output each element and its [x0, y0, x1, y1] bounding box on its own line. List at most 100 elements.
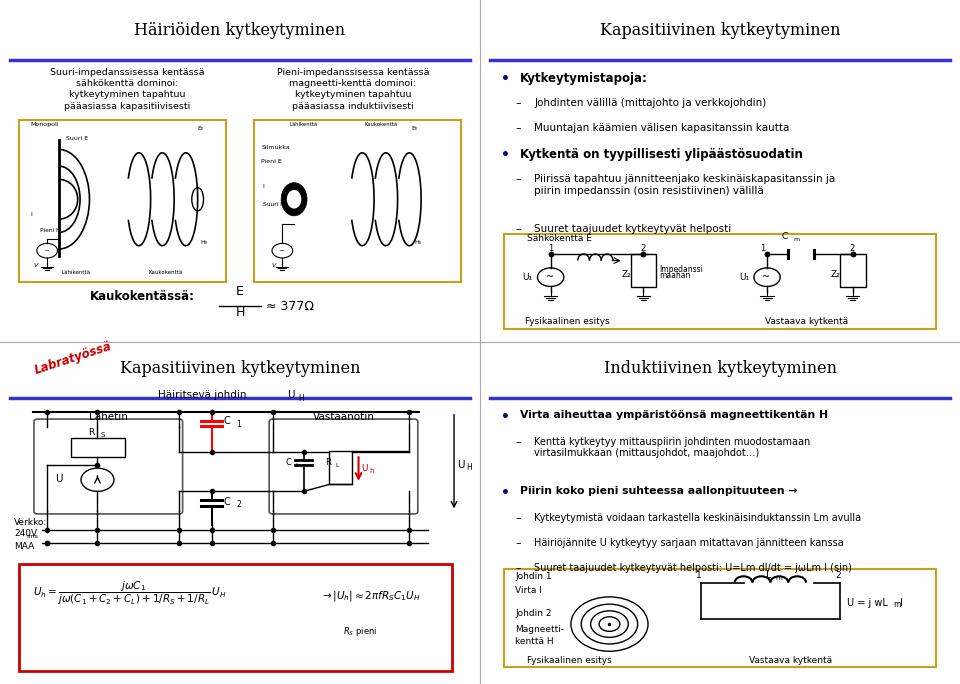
Text: Häiriöiden kytkeytyminen: Häiriöiden kytkeytyminen [134, 22, 346, 39]
Text: R: R [325, 458, 331, 467]
Text: 2: 2 [835, 571, 841, 580]
Text: Kapasitiivinen kytkeytyminen: Kapasitiivinen kytkeytyminen [600, 22, 840, 39]
Text: Fysikaalinen esitys: Fysikaalinen esitys [527, 656, 612, 666]
Text: S: S [100, 432, 105, 438]
Text: Monopoli: Monopoli [31, 122, 60, 127]
Text: L: L [295, 463, 299, 468]
Text: 2: 2 [236, 500, 241, 509]
Text: m: m [894, 601, 900, 609]
FancyBboxPatch shape [504, 569, 936, 667]
Text: Lähikenttä: Lähikenttä [289, 122, 318, 127]
Text: ~: ~ [762, 272, 771, 282]
Text: Magneetti-: Magneetti- [516, 625, 564, 634]
Text: Pieni E: Pieni E [261, 159, 282, 163]
Text: Vastaava kytkentä: Vastaava kytkentä [765, 317, 849, 326]
Text: Suuret taajuudet kytkeytyvät helposti: Suuret taajuudet kytkeytyvät helposti [534, 224, 732, 234]
Text: H₀: H₀ [414, 240, 421, 245]
Text: ~: ~ [278, 248, 284, 254]
Text: ~: ~ [43, 248, 49, 254]
Text: ~: ~ [546, 272, 554, 282]
Text: L: L [335, 463, 339, 468]
Text: E₀: E₀ [198, 126, 204, 131]
Text: –: – [516, 436, 521, 447]
Text: U: U [361, 464, 368, 473]
Ellipse shape [281, 183, 307, 216]
Text: Lähikenttä: Lähikenttä [61, 270, 90, 275]
Text: Silmukka: Silmukka [261, 146, 290, 150]
Text: Kytkentä on tyypillisesti ylipäästösuodatin: Kytkentä on tyypillisesti ylipäästösuoda… [520, 148, 803, 161]
Text: Kaukokenttä: Kaukokenttä [365, 122, 397, 127]
Text: U₁: U₁ [739, 272, 749, 282]
Text: $R_S$ pieni: $R_S$ pieni [344, 625, 377, 638]
FancyBboxPatch shape [504, 234, 936, 328]
FancyBboxPatch shape [269, 419, 418, 514]
Text: Johdinten välillä (mittajohto ja verkkojohdin): Johdinten välillä (mittajohto ja verkkoj… [534, 98, 766, 108]
Text: Fysikaalinen esitys: Fysikaalinen esitys [525, 317, 610, 326]
Text: H: H [298, 394, 303, 403]
Text: Virta aiheuttaa ympäristöönsä magneettikentän H: Virta aiheuttaa ympäristöönsä magneettik… [520, 410, 828, 420]
Text: H: H [466, 462, 471, 472]
Bar [840, 254, 866, 287]
Text: Häiriöjännite U kytkeytyy sarjaan mitattavan jännitteen kanssa: Häiriöjännite U kytkeytyy sarjaan mitatt… [534, 538, 844, 548]
Text: m: m [776, 575, 782, 581]
Text: Sähkökenttä E: Sähkökenttä E [527, 234, 592, 243]
Text: ≈ 377Ω: ≈ 377Ω [266, 300, 314, 313]
FancyBboxPatch shape [34, 419, 182, 514]
Text: Z₂: Z₂ [621, 270, 631, 279]
Text: Piirin koko pieni suhteessa aallonpituuteen →: Piirin koko pieni suhteessa aallonpituut… [520, 486, 798, 497]
FancyBboxPatch shape [19, 120, 226, 282]
Text: Impedanssi: Impedanssi [659, 265, 703, 274]
Text: E: E [236, 285, 244, 298]
FancyBboxPatch shape [254, 120, 461, 282]
Text: V: V [271, 263, 276, 268]
Text: E₀: E₀ [412, 126, 418, 131]
Text: kenttä H: kenttä H [516, 637, 554, 646]
Text: Labratyössä: Labratyössä [33, 340, 113, 377]
Text: Lähetin: Lähetin [89, 412, 128, 422]
Text: 1: 1 [696, 571, 702, 580]
Text: •: • [501, 410, 510, 424]
FancyBboxPatch shape [19, 564, 451, 670]
Text: 240V: 240V [14, 529, 37, 538]
Text: Verkko:: Verkko: [14, 518, 47, 527]
Text: –: – [516, 538, 521, 548]
Text: $\rightarrow |U_h| \approx 2\pi f R_S C_1 U_H$: $\rightarrow |U_h| \approx 2\pi f R_S C_… [320, 589, 420, 603]
Text: H: H [235, 306, 245, 319]
Text: U₁: U₁ [522, 272, 533, 282]
Text: –: – [516, 513, 521, 523]
Text: R: R [88, 428, 95, 437]
Text: L: L [766, 570, 772, 579]
Text: Induktiivinen kytkeytyminen: Induktiivinen kytkeytyminen [604, 360, 836, 378]
Text: Z₂: Z₂ [830, 270, 840, 279]
Text: C: C [781, 232, 787, 241]
Text: h: h [370, 468, 373, 474]
Text: C: C [285, 458, 291, 467]
Text: 1: 1 [236, 420, 241, 429]
Text: Vastaava kytkentä: Vastaava kytkentä [749, 656, 832, 666]
Text: C: C [224, 497, 230, 507]
Text: $U_h = \dfrac{j\omega C_1}{j\omega(C_1+C_2+C_L)+1/R_S+1/R_L}\,U_H$: $U_h = \dfrac{j\omega C_1}{j\omega(C_1+C… [33, 579, 227, 607]
Text: MAA: MAA [14, 542, 35, 551]
Text: I: I [31, 212, 33, 217]
Text: Piirissä tapahtuu jännitteenjako keskinäiskapasitanssin ja
piirin impedanssin (o: Piirissä tapahtuu jännitteenjako keskinä… [534, 174, 835, 196]
Text: I: I [263, 183, 264, 189]
Text: 2: 2 [850, 244, 854, 252]
Text: –: – [516, 563, 521, 573]
Text: U: U [457, 460, 465, 470]
Text: Suuri H: Suuri H [263, 202, 284, 207]
Text: Häiritsevä johdin: Häiritsevä johdin [158, 391, 247, 401]
Text: Johdin 1: Johdin 1 [516, 573, 552, 581]
Text: C: C [224, 417, 230, 426]
Bar [631, 254, 657, 287]
Text: Kaukokenttä: Kaukokenttä [148, 270, 182, 275]
Text: m: m [793, 237, 799, 242]
Text: V: V [33, 263, 37, 268]
Text: Virta I: Virta I [516, 586, 542, 595]
Text: H₀: H₀ [200, 240, 207, 245]
Text: maahan: maahan [659, 271, 690, 280]
Text: Pieni-impedanssisessa kentässä
magneetti­kenttä dominoi:
kytkeytyminen tapahtuu
: Pieni-impedanssisessa kentässä magneetti… [276, 68, 429, 111]
Text: U = j wL: U = j wL [847, 598, 888, 607]
Text: U: U [56, 474, 63, 484]
Text: •: • [501, 72, 510, 86]
Text: Johdin 2: Johdin 2 [516, 609, 552, 618]
